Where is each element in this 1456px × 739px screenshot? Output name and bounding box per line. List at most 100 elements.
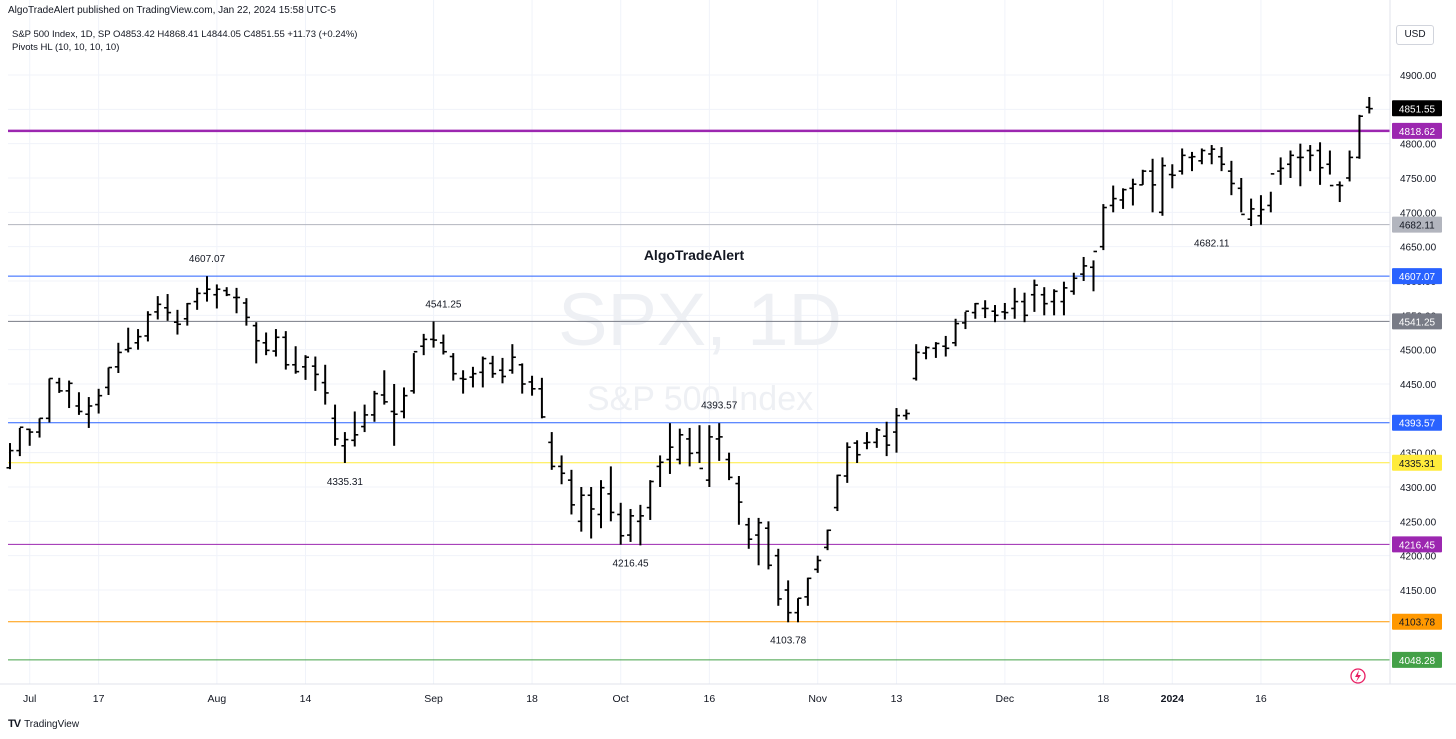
ohlc-bar	[784, 580, 792, 623]
price-axis[interactable]: 4150.004200.004250.004300.004350.004400.…	[1400, 71, 1437, 597]
level-axis-label-bg	[1392, 414, 1442, 431]
pivot-label: 4607.07	[189, 254, 226, 265]
ohlc-bar	[272, 329, 280, 357]
time-tick-label: Oct	[613, 693, 629, 705]
ohlc-bar	[725, 452, 733, 481]
ohlc-bar	[1080, 256, 1088, 281]
ohlc-bar	[173, 309, 181, 335]
ohlc-bar	[16, 426, 24, 457]
ohlc-bar	[518, 363, 526, 394]
ohlc-bar	[1237, 178, 1245, 216]
ohlc-bar	[282, 331, 290, 370]
ohlc-bar	[380, 370, 388, 405]
ohlc-bar	[1158, 157, 1166, 216]
ohlc-bar	[430, 321, 438, 348]
ohlc-bar	[390, 384, 398, 446]
ohlc-bar	[164, 294, 172, 321]
level-axis-label-text: 4541.25	[1399, 317, 1436, 328]
ohlc-bar	[587, 487, 595, 539]
ohlc-bar	[499, 357, 506, 384]
pivot-label: 4216.45	[612, 558, 649, 569]
price-axis-level-labels: 4818.62 4682.11 4607.07 4541.25 4393.57 4335.…	[1392, 100, 1442, 668]
ohlc-bar	[853, 440, 861, 463]
price-tick-label: 4450.00	[1400, 380, 1437, 391]
ohlc-bar	[538, 377, 546, 419]
symbol-ohlc-line: S&P 500 Index, 1D, SP O4853.42 H4868.41 …	[12, 29, 358, 40]
ohlc-bar	[134, 329, 142, 350]
time-axis[interactable]: Jul 17 Aug 14 Sep 18 Oct 16 Nov 13 Dec 18 2024 16	[23, 693, 1267, 705]
ohlc-bar	[1129, 178, 1137, 206]
ohlc-bar	[764, 521, 772, 570]
ohlc-bar	[370, 390, 378, 422]
ohlc-bar	[262, 332, 270, 356]
publish-info: AlgoTradeAlert published on TradingView.…	[8, 5, 336, 16]
ohlc-bar	[479, 356, 487, 388]
tradingview-logo: TV TradingView	[8, 718, 79, 730]
ohlc-bar	[843, 442, 851, 483]
level-axis-label-text: 4393.57	[1399, 419, 1436, 430]
currency-button[interactable]: USD	[1396, 25, 1434, 45]
ohlc-bar	[203, 276, 211, 302]
ohlc-bar	[932, 342, 940, 358]
ohlc-bar	[755, 517, 763, 566]
ohlc-bar	[6, 443, 14, 470]
ohlc-bar	[1365, 96, 1373, 114]
lightning-icon[interactable]	[1350, 668, 1366, 684]
ohlc-bar	[1336, 181, 1344, 203]
price-tick-label: 4700.00	[1400, 208, 1437, 219]
ohlc-bar	[774, 548, 782, 606]
ohlc-bar	[1198, 148, 1206, 165]
level-axis-label-bg	[1392, 313, 1442, 330]
ohlc-bar	[1168, 164, 1176, 189]
level-axis-label-text: 4682.11	[1399, 221, 1435, 232]
ohlc-bar	[233, 287, 241, 314]
price-tick-label: 4500.00	[1400, 346, 1437, 357]
ohlc-bar	[1060, 281, 1068, 316]
price-tick-label: 4200.00	[1400, 552, 1437, 563]
time-tick-label: 14	[300, 693, 312, 705]
level-axis-label: 4607.07	[1392, 268, 1442, 285]
time-tick-label: 18	[1098, 693, 1110, 705]
ohlc-bar	[1326, 150, 1334, 187]
pivot-label: 4335.31	[327, 477, 364, 488]
last-price-label-bg	[1392, 100, 1442, 117]
ohlc-bar	[449, 353, 457, 381]
ohlc-bar	[804, 577, 812, 606]
ohlc-bar	[666, 423, 674, 474]
ohlc-bar	[459, 370, 467, 394]
ohlc-bar	[1099, 204, 1107, 251]
ohlc-bar	[705, 425, 713, 487]
ohlc-bar	[105, 366, 112, 395]
level-axis-label-bg	[1392, 536, 1442, 553]
ohlc-bar	[696, 425, 703, 470]
ohlc-bar	[1040, 287, 1048, 316]
ohlc-bar	[981, 300, 989, 319]
tradingview-brand-text: TradingView	[24, 718, 80, 730]
level-axis-label-bg	[1392, 268, 1442, 285]
ohlc-bar	[292, 346, 300, 374]
ohlc-bar	[124, 327, 132, 353]
ohlc-bar	[636, 504, 644, 546]
price-tick-label: 4800.00	[1400, 140, 1437, 151]
time-tick-label: Nov	[808, 693, 827, 705]
ohlc-bar	[311, 356, 319, 391]
ohlc-bar	[794, 597, 802, 623]
ohlc-bar	[1316, 142, 1324, 185]
ohlc-bar	[489, 355, 497, 378]
ohlc-bar	[1218, 147, 1226, 172]
ohlc-bar	[420, 333, 428, 356]
ohlc-bar	[952, 318, 960, 347]
ohlc-bar	[617, 502, 625, 545]
ohlc-bar	[814, 555, 822, 573]
last-price-label-text: 4851.55	[1399, 104, 1436, 115]
level-axis-label-text: 4103.78	[1399, 618, 1436, 629]
price-tick-label: 4300.00	[1400, 483, 1437, 494]
time-tick-label: Jul	[23, 693, 36, 705]
time-tick-label: Dec	[996, 693, 1015, 705]
last-price-label: 4851.55	[1392, 100, 1442, 117]
level-axis-label-text: 4607.07	[1399, 272, 1436, 283]
level-axis-label: 4682.11	[1392, 216, 1442, 233]
ohlc-bar	[597, 480, 605, 529]
ohlc-bar	[991, 305, 999, 323]
